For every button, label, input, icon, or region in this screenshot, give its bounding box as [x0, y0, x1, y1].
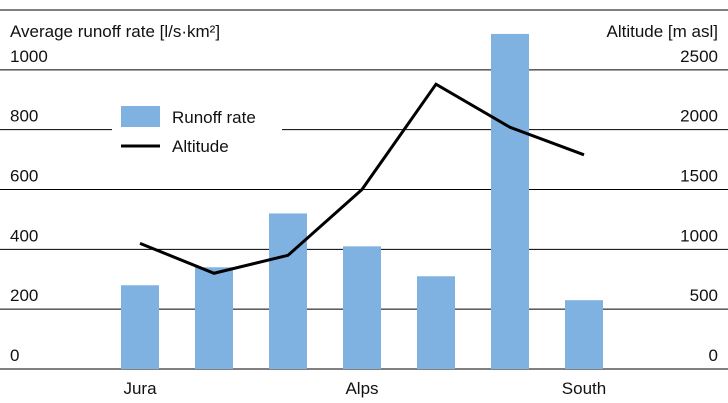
y2-tick-label: 1500 [680, 167, 718, 186]
y2-tick-label: 2500 [680, 47, 718, 66]
bar [565, 300, 603, 369]
legend-swatch [121, 106, 160, 127]
y-tick-label: 200 [10, 286, 38, 305]
y-axis-label: Average runoff rate [l/s·km²] [10, 22, 220, 41]
y-tick-label: 0 [10, 346, 19, 365]
y2-tick-label: 500 [690, 286, 718, 305]
bar [343, 246, 381, 369]
bar [195, 267, 233, 369]
y2-tick-label: 1000 [680, 226, 718, 245]
x-tick-label: South [562, 379, 606, 398]
y2-tick-label: 0 [709, 346, 718, 365]
legend-label: Runoff rate [172, 108, 256, 127]
x-tick-label: Jura [123, 379, 157, 398]
bar [491, 33, 529, 369]
x-tick-label: Alps [345, 379, 378, 398]
y2-axis-label: Altitude [m asl] [607, 22, 719, 41]
legend-label: Altitude [172, 137, 229, 156]
y-tick-label: 600 [10, 167, 38, 186]
y-tick-label: 400 [10, 226, 38, 245]
bar [417, 276, 455, 369]
y-tick-label: 1000 [10, 47, 48, 66]
y-tick-label: 800 [10, 107, 38, 126]
line [139, 82, 585, 275]
y2-tick-label: 2000 [680, 107, 718, 126]
bar [269, 213, 307, 369]
bar [121, 285, 159, 369]
